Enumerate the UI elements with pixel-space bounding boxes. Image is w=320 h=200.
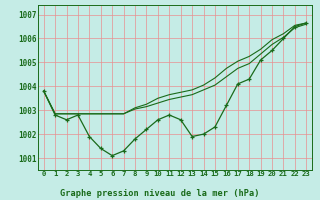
Text: Graphe pression niveau de la mer (hPa): Graphe pression niveau de la mer (hPa)	[60, 189, 260, 198]
